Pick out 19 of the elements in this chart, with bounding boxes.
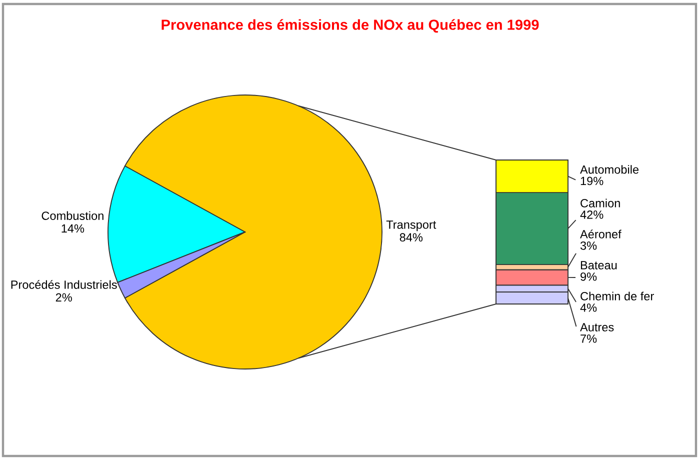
series-label: Chemin de fer — [580, 292, 654, 300]
series-label: Automobile — [580, 165, 639, 174]
series-label: Camion — [580, 198, 620, 208]
series-label: Bateau — [580, 261, 617, 270]
data-label: 7% — [580, 334, 597, 343]
data-label: 19% — [580, 176, 604, 186]
slice-label: Procédés Industriels — [11, 280, 117, 289]
data-label: 9% — [580, 272, 597, 281]
slice-label: Combustion — [42, 211, 104, 220]
data-label: 42% — [580, 210, 604, 219]
data-label: 2% — [56, 293, 72, 302]
data-label: 14% — [62, 224, 84, 233]
chart-title: Provenance des émissions de NOx au Québec en 1999 — [162, 19, 539, 33]
series-label: Autres — [580, 323, 614, 332]
data-label: 3% — [580, 241, 597, 250]
data-label: 4% — [580, 304, 597, 312]
data-label: 84% — [400, 233, 423, 242]
text: Aéronef — [580, 230, 622, 238]
slice-label: Transport — [386, 220, 436, 232]
